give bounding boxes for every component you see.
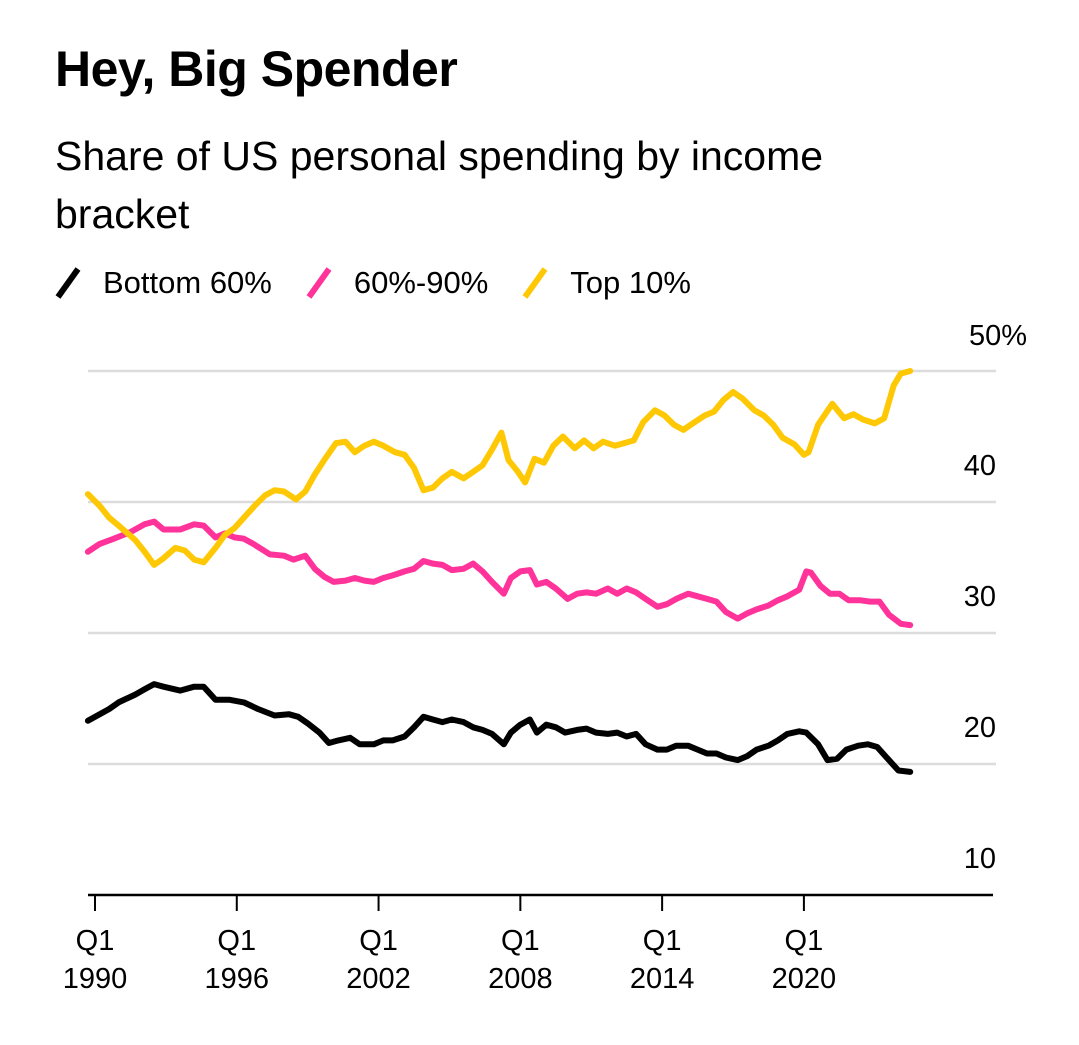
y-tick-label: 40 bbox=[964, 450, 996, 482]
x-tick-label-year: 2008 bbox=[488, 963, 553, 995]
x-axis: Q1 1990 Q1 1996 Q1 2002 Q1 2008 Q1 2014 Q1 2020 bbox=[63, 893, 993, 995]
gridlines bbox=[88, 369, 996, 766]
x-tick-label-quarter: Q1 bbox=[359, 925, 398, 957]
x-tick-label-quarter: Q1 bbox=[76, 925, 115, 957]
legend-swatch-top-10 bbox=[522, 267, 548, 299]
legend-label-top-10: Top 10% bbox=[570, 265, 691, 300]
legend-label-60-90: 60%-90% bbox=[353, 265, 489, 300]
legend-label-bottom-60: Bottom 60% bbox=[103, 265, 272, 300]
chart-title: Hey, Big Spender bbox=[55, 41, 458, 97]
chart-subtitle: Share of US personal spending by income … bbox=[55, 133, 824, 237]
series-line-2 bbox=[84, 368, 914, 568]
x-tick-label-year: 1990 bbox=[63, 963, 128, 995]
y-axis-labels: 50% 40 30 20 10 bbox=[964, 320, 1027, 875]
legend-swatch-60-90 bbox=[306, 267, 332, 299]
series-line-0 bbox=[84, 681, 914, 775]
series-line-1 bbox=[84, 518, 914, 629]
legend-item-bottom-60: Bottom 60% bbox=[55, 265, 272, 301]
y-tick-label: 20 bbox=[964, 712, 996, 744]
x-tick-label-quarter: Q1 bbox=[643, 925, 682, 957]
x-tick-label-year: 1996 bbox=[205, 963, 270, 995]
y-tick-label: 30 bbox=[964, 581, 996, 613]
series-lines bbox=[84, 368, 914, 775]
y-tick-label: 50% bbox=[969, 320, 1027, 352]
x-tick-label-year: 2014 bbox=[630, 963, 695, 995]
x-tick-label-quarter: Q1 bbox=[785, 925, 824, 957]
x-tick-label-quarter: Q1 bbox=[217, 925, 256, 957]
y-tick-label: 10 bbox=[964, 843, 996, 875]
x-tick-label-year: 2020 bbox=[772, 963, 837, 995]
x-tick-label-quarter: Q1 bbox=[501, 925, 540, 957]
legend: Bottom 60% 60%-90% Top 10% bbox=[55, 265, 725, 301]
x-tick-label-year: 2002 bbox=[346, 963, 411, 995]
legend-item-top-10: Top 10% bbox=[522, 265, 691, 301]
legend-item-60-90: 60%-90% bbox=[306, 265, 488, 301]
legend-swatch-bottom-60 bbox=[55, 267, 81, 299]
